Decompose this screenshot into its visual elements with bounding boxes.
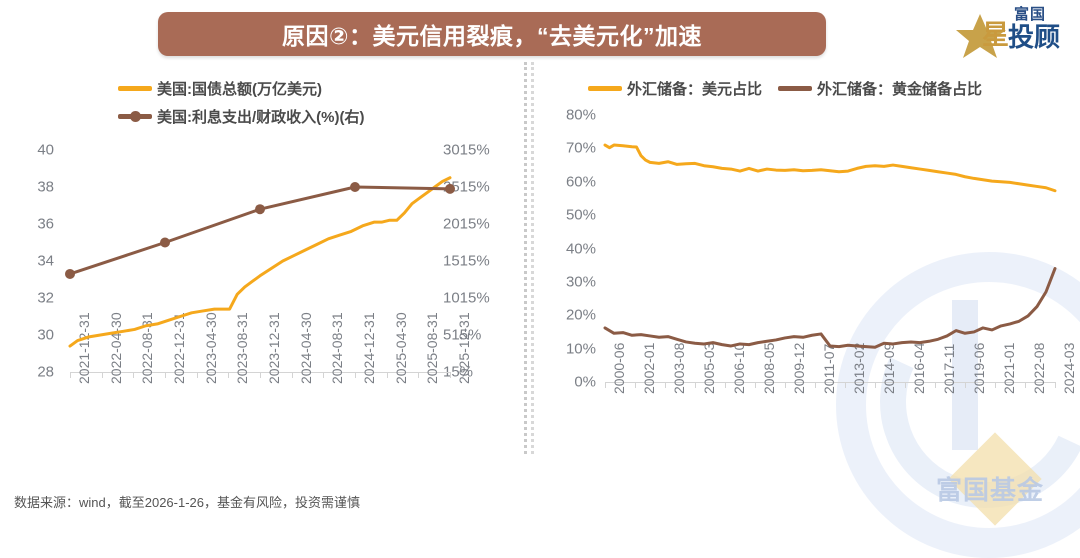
right-axis-x-tickmark bbox=[875, 382, 876, 388]
right-axis-y-tick: 60% bbox=[565, 173, 596, 191]
left-axis-y-tick: 28 bbox=[37, 363, 54, 381]
legend-item: 美国:国债总额(万亿美元) bbox=[118, 78, 322, 99]
right-axis-x-tickmark bbox=[695, 382, 696, 388]
left-axis-y2-tick: 1515% bbox=[443, 252, 490, 270]
left-axis-x-tickmark bbox=[450, 372, 451, 378]
logo-star-char: 星 bbox=[982, 20, 1009, 50]
left-axis-y-tick: 36 bbox=[37, 215, 54, 233]
left-axis-x-tickmark bbox=[291, 372, 293, 378]
right-axis-x-tickmark bbox=[935, 382, 936, 388]
left-axis-y2-tick: 515% bbox=[443, 326, 482, 344]
right-axis-x-tickmark bbox=[815, 382, 816, 388]
right-axis-x-tickmark bbox=[605, 382, 606, 388]
legend-swatch-icon bbox=[118, 111, 152, 122]
left-axis-x-tickmark bbox=[386, 372, 388, 378]
right-axis-x-tickmark bbox=[845, 382, 846, 388]
right-axis-x-tickmark bbox=[725, 382, 726, 388]
right-axis-x-tickmark bbox=[635, 382, 636, 388]
right-axis-y-tick: 10% bbox=[565, 340, 596, 358]
legend-label: 美国:国债总额(万亿美元) bbox=[157, 81, 322, 98]
title-banner: 原因②：美元信用裂痕，“去美元化”加速 bbox=[158, 12, 826, 56]
left-axis-x-tickmark bbox=[228, 372, 230, 378]
left-axis-y2-tick: 2015% bbox=[443, 215, 490, 233]
right-axis-x-tickmark bbox=[785, 382, 786, 388]
left-axis-y2-tick: 3015% bbox=[443, 141, 490, 159]
right-axis-baseline bbox=[605, 382, 1055, 383]
left-axis-x-tickmark bbox=[70, 372, 71, 378]
left-axis-x-tickmark bbox=[260, 372, 261, 378]
source-note: 数据来源：wind，截至2026-1-26，基金有风险，投资需谨慎 bbox=[14, 495, 361, 510]
legend-swatch-icon bbox=[778, 86, 813, 91]
right-axis-y-tick: 20% bbox=[565, 306, 596, 324]
page-title: 原因②：美元信用裂痕，“去美元化”加速 bbox=[282, 23, 702, 49]
right-axis-x-tickmark bbox=[1055, 382, 1056, 388]
legend-swatch-icon bbox=[118, 86, 152, 91]
right-axis-x-tickmark bbox=[1025, 382, 1026, 388]
right-axis-y-tick: 0% bbox=[574, 373, 596, 391]
legend-label: 外汇储备：黄金储备占比 bbox=[817, 81, 983, 98]
legend-item: 外汇储备：美元占比 bbox=[588, 78, 762, 99]
left-axis-x-tickmark bbox=[323, 372, 325, 378]
right-chart-legend: 外汇储备：美元占比 外汇储备：黄金储备占比 bbox=[588, 78, 998, 99]
left-axis-y2-tick: 1015% bbox=[443, 289, 490, 307]
left-axis-y2-tick: 2515% bbox=[443, 178, 490, 196]
left-axis-y-tick: 32 bbox=[37, 289, 54, 307]
left-chart-panel: 美国:国债总额(万亿美元) 美国:利息支出/财政收入(%)(右) 40 38 36 34… bbox=[0, 0, 520, 514]
logo-bottom-text: 投顾 bbox=[1008, 22, 1061, 52]
left-axis-x-tickmark bbox=[355, 372, 356, 378]
left-axis-y-tick: 40 bbox=[37, 141, 54, 159]
right-axis-x-tickmark bbox=[995, 382, 996, 388]
right-axis-y-tick: 50% bbox=[565, 206, 596, 224]
left-axis-x-tickmark bbox=[418, 372, 420, 378]
right-axis-x-tickmark bbox=[965, 382, 966, 388]
legend-label: 外汇储备：美元占比 bbox=[627, 81, 763, 98]
panel-divider-second bbox=[531, 62, 534, 454]
panel-divider bbox=[524, 62, 527, 454]
right-axis-x-tickmark bbox=[665, 382, 666, 388]
legend-item: 美国:利息支出/财政收入(%)(右) bbox=[118, 106, 364, 127]
right-axis-x-tickmark bbox=[755, 382, 756, 388]
left-axis-x-tickmark bbox=[133, 372, 135, 378]
right-axis-y-tick: 70% bbox=[565, 139, 596, 157]
left-axis-y-tick: 34 bbox=[37, 252, 54, 270]
right-axis-y-tick: 30% bbox=[565, 273, 596, 291]
left-axis-x-tickmark bbox=[101, 372, 103, 378]
brand-logo: 星 富国 投顾 bbox=[956, 4, 1074, 60]
right-axis-y-tick: 40% bbox=[565, 240, 596, 257]
left-axis-y-tick: 38 bbox=[37, 178, 54, 196]
right-axis-y-tick: 80% bbox=[565, 106, 596, 124]
left-axis-x-tickmark bbox=[196, 372, 198, 378]
right-chart-panel: 外汇储备：美元占比 外汇储备：黄金储备占比 80% 70% 60% 50% 40% 30% 2… bbox=[540, 0, 1080, 514]
left-axis-y-tick: 30 bbox=[37, 326, 54, 344]
left-chart-legend: 美国:国债总额(万亿美元) 美国:利息支出/财政收入(%)(右) bbox=[118, 78, 380, 134]
legend-label: 美国:利息支出/财政收入(%)(右) bbox=[157, 109, 365, 126]
right-axis-x-tickmark bbox=[905, 382, 906, 388]
star-icon bbox=[956, 14, 1006, 58]
legend-item: 外汇储备：黄金储备占比 bbox=[778, 78, 982, 99]
right-chart-plot bbox=[603, 143, 1057, 349]
logo-top-text: 富国 bbox=[1014, 6, 1047, 23]
legend-swatch-icon bbox=[588, 86, 622, 91]
left-axis-x-tickmark bbox=[165, 372, 166, 378]
left-chart-plot bbox=[65, 176, 455, 348]
